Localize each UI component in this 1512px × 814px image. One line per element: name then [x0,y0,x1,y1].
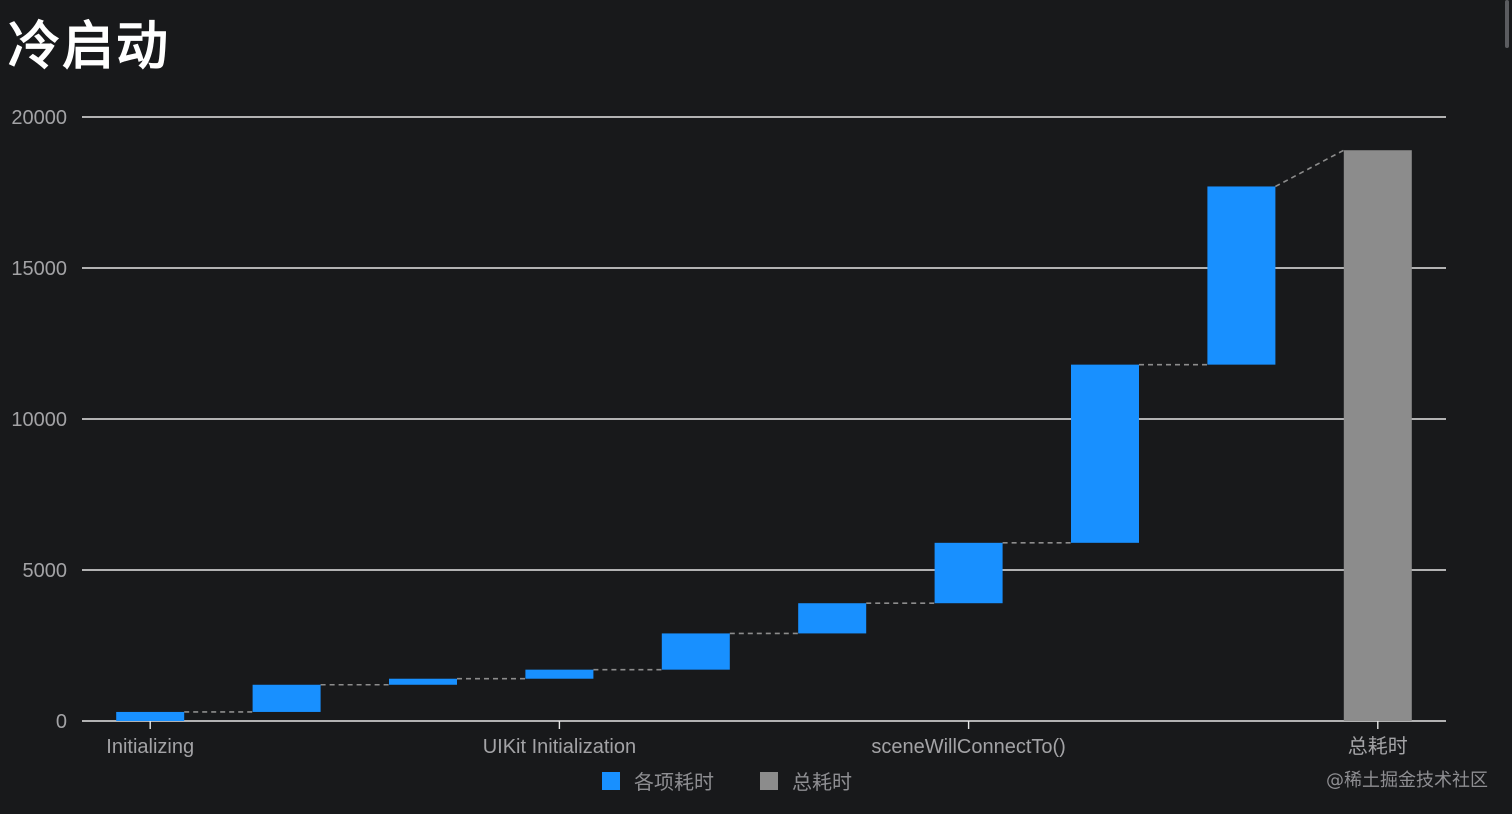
legend-swatch [760,772,778,790]
step-bar [252,684,321,712]
legend-label: 各项耗时 [634,770,714,794]
step-bar [1071,364,1139,543]
y-tick-label: 10000 [11,409,67,431]
legend-label: 总耗时 [792,770,852,794]
x-tick-label: sceneWillConnectTo() [871,736,1066,758]
y-tick-label: 0 [56,711,67,733]
scrollbar[interactable] [1505,0,1509,48]
y-tick-label: 15000 [11,258,67,280]
step-bar [798,603,867,634]
step-bar [525,669,594,679]
step-bar [1207,186,1276,365]
step-bar [116,711,185,721]
x-tick-label: 总耗时 [1348,735,1408,758]
y-tick-label: 20000 [11,107,67,129]
step-bar [934,542,1003,604]
x-tick-label: UIKit Initialization [483,736,636,758]
page-title: 冷启动 [8,17,171,77]
legend-swatch [602,772,620,790]
x-tick-label: Initializing [106,736,194,758]
step-bar [389,678,457,685]
connector-line [1275,149,1345,188]
step-bar [661,633,730,670]
watermark: @稀土掘金技术社区 [1326,770,1488,791]
y-tick-label: 5000 [23,560,68,582]
total-bar [1343,150,1412,722]
